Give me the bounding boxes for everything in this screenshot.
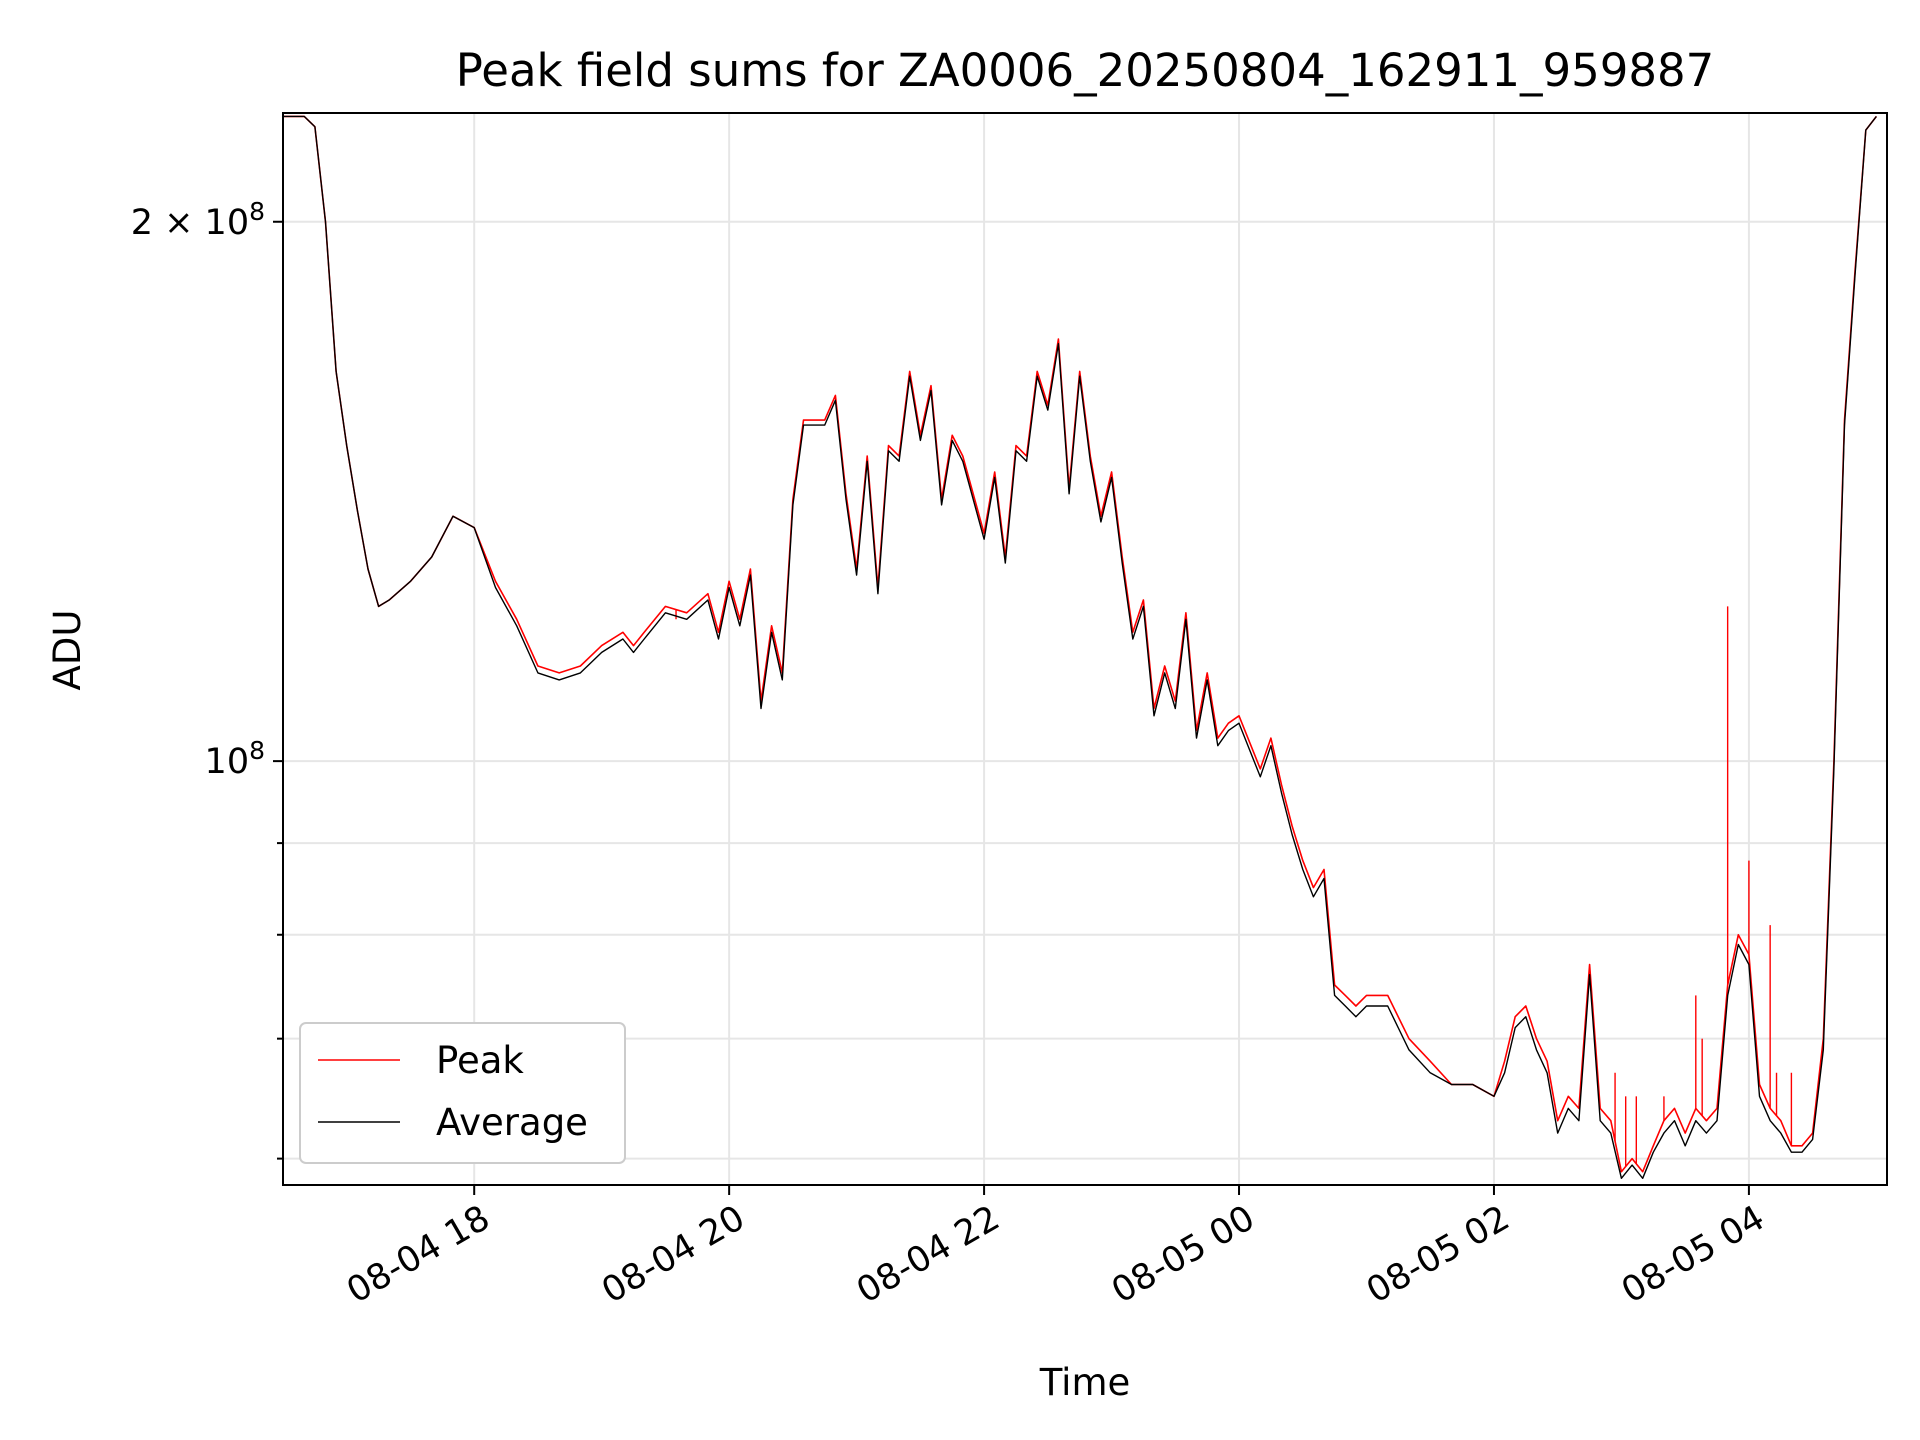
chart-title: Peak field sums for ZA0006_20250804_1629… <box>456 44 1715 97</box>
legend-label-peak: Peak <box>436 1039 524 1082</box>
series-line-peak <box>283 115 1878 1173</box>
y-tick-label: 108 <box>205 736 265 782</box>
plot-lines <box>283 115 1878 1179</box>
x-axis-label: Time <box>1039 1361 1131 1404</box>
series-line-average <box>283 115 1877 1179</box>
y-tick-label: 2 × 108 <box>131 197 265 243</box>
axes-frame <box>282 112 1888 1186</box>
y-axis-label: ADU <box>46 610 89 691</box>
legend-label-average: Average <box>436 1101 588 1144</box>
legend: Peak Average <box>299 1022 626 1164</box>
legend-box <box>299 1022 626 1164</box>
